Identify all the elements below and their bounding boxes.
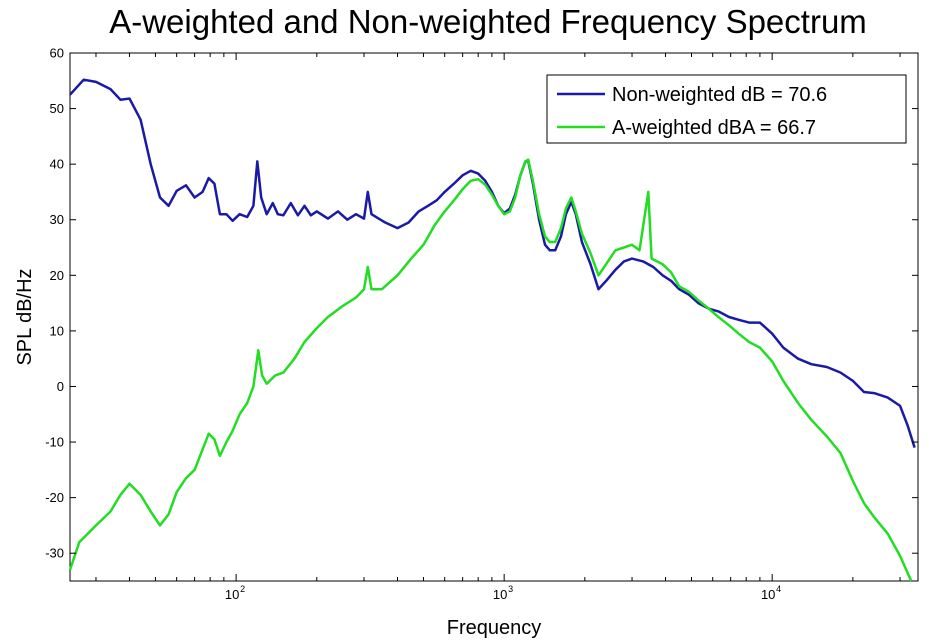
y-tick-label: 40 (50, 157, 64, 172)
y-tick-label: 60 (50, 46, 64, 61)
y-tick-label: -30 (45, 546, 64, 561)
x-tick-label: 10 (493, 587, 507, 602)
legend-label-non-weighted: Non-weighted dB = 70.6 (612, 84, 827, 106)
x-tick-label-exponent: 2 (240, 584, 245, 594)
x-axis-label: Frequency (447, 617, 542, 639)
x-tick-label: 10 (761, 587, 775, 602)
y-tick-label: 10 (50, 323, 64, 338)
y-tick-label: 20 (50, 268, 64, 283)
x-tick-label-exponent: 4 (776, 584, 781, 594)
legend: Non-weighted dB = 70.6 A-weighted dBA = … (546, 74, 907, 144)
legend-box (546, 74, 907, 144)
y-axis-label: SPL dB/Hz (14, 268, 36, 365)
series-layer (68, 78, 916, 582)
y-tick-label: 0 (57, 379, 64, 394)
y-tick-label: -10 (45, 435, 64, 450)
y-tick-label: 50 (50, 101, 64, 116)
x-tick-label: 10 (225, 587, 239, 602)
chart-title: A-weighted and Non-weighted Frequency Sp… (109, 3, 867, 40)
series-line-1 (68, 158, 913, 582)
series-line-0 (69, 78, 916, 448)
x-tick-label-exponent: 3 (508, 584, 513, 594)
legend-label-a-weighted: A-weighted dBA = 66.7 (612, 117, 816, 139)
y-tick-label: 30 (50, 212, 64, 227)
y-tick-label: -20 (45, 490, 64, 505)
